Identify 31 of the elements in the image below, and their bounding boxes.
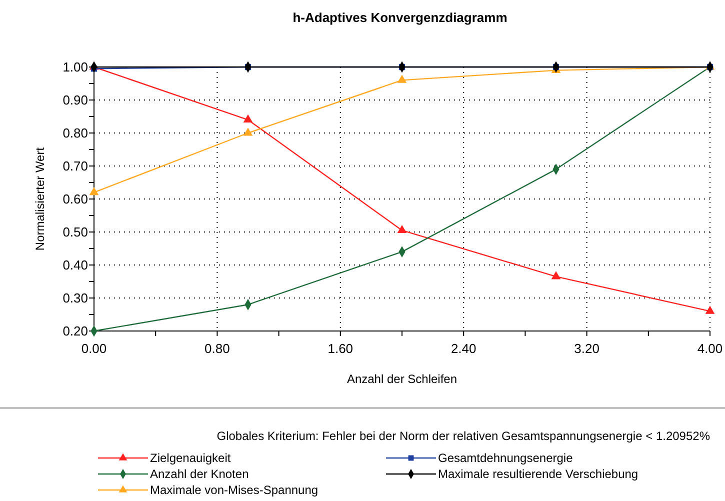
- y-tick-label: 1.00: [62, 60, 88, 75]
- y-axis-title: Normalisierter Wert: [33, 146, 47, 251]
- y-tick-label: 0.80: [62, 126, 88, 141]
- point: [243, 128, 253, 136]
- y-tick-label: 0.60: [62, 192, 88, 207]
- legend-label: Anzahl der Knoten: [150, 467, 249, 482]
- y-tick-label: 0.40: [62, 258, 88, 273]
- x-tick-label: 2.40: [450, 341, 476, 356]
- y-tick-label: 0.20: [62, 324, 88, 339]
- chart-title: h-Adaptives Konvergenzdiagramm: [292, 10, 508, 25]
- legend-label: Gesamtdehnungsenergie: [438, 451, 574, 466]
- point: [397, 74, 407, 83]
- x-tick-label: 0.80: [204, 341, 230, 356]
- y-tick-label: 0.70: [62, 158, 88, 174]
- legend-label: Zielgenauigkeit: [150, 451, 232, 466]
- legend-label: Maximale resultierende Verschiebung: [438, 467, 638, 482]
- point: [397, 224, 407, 234]
- point: [243, 114, 253, 123]
- x-axis-title: Anzahl der Schleifen: [346, 372, 458, 386]
- point: [89, 186, 99, 196]
- y-tick-label: 0.50: [62, 224, 88, 240]
- x-tick-label: 0.00: [81, 341, 107, 356]
- point: [551, 271, 561, 280]
- x-tick-label: 3.20: [574, 341, 600, 356]
- text: Globales Kriterium: Fehler bei der Norm der relativen Gesamtspannungsenergie < 1.20952%: [216, 429, 710, 443]
- y-tick-label: 0.30: [62, 290, 88, 306]
- point: [705, 306, 715, 314]
- x-tick-label: 1.60: [328, 341, 354, 356]
- y-tick-label: 0.90: [62, 92, 88, 108]
- x-tick-label: 4.00: [697, 341, 723, 356]
- legend-label: Maximale von-Mises-Spannung: [150, 483, 318, 498]
